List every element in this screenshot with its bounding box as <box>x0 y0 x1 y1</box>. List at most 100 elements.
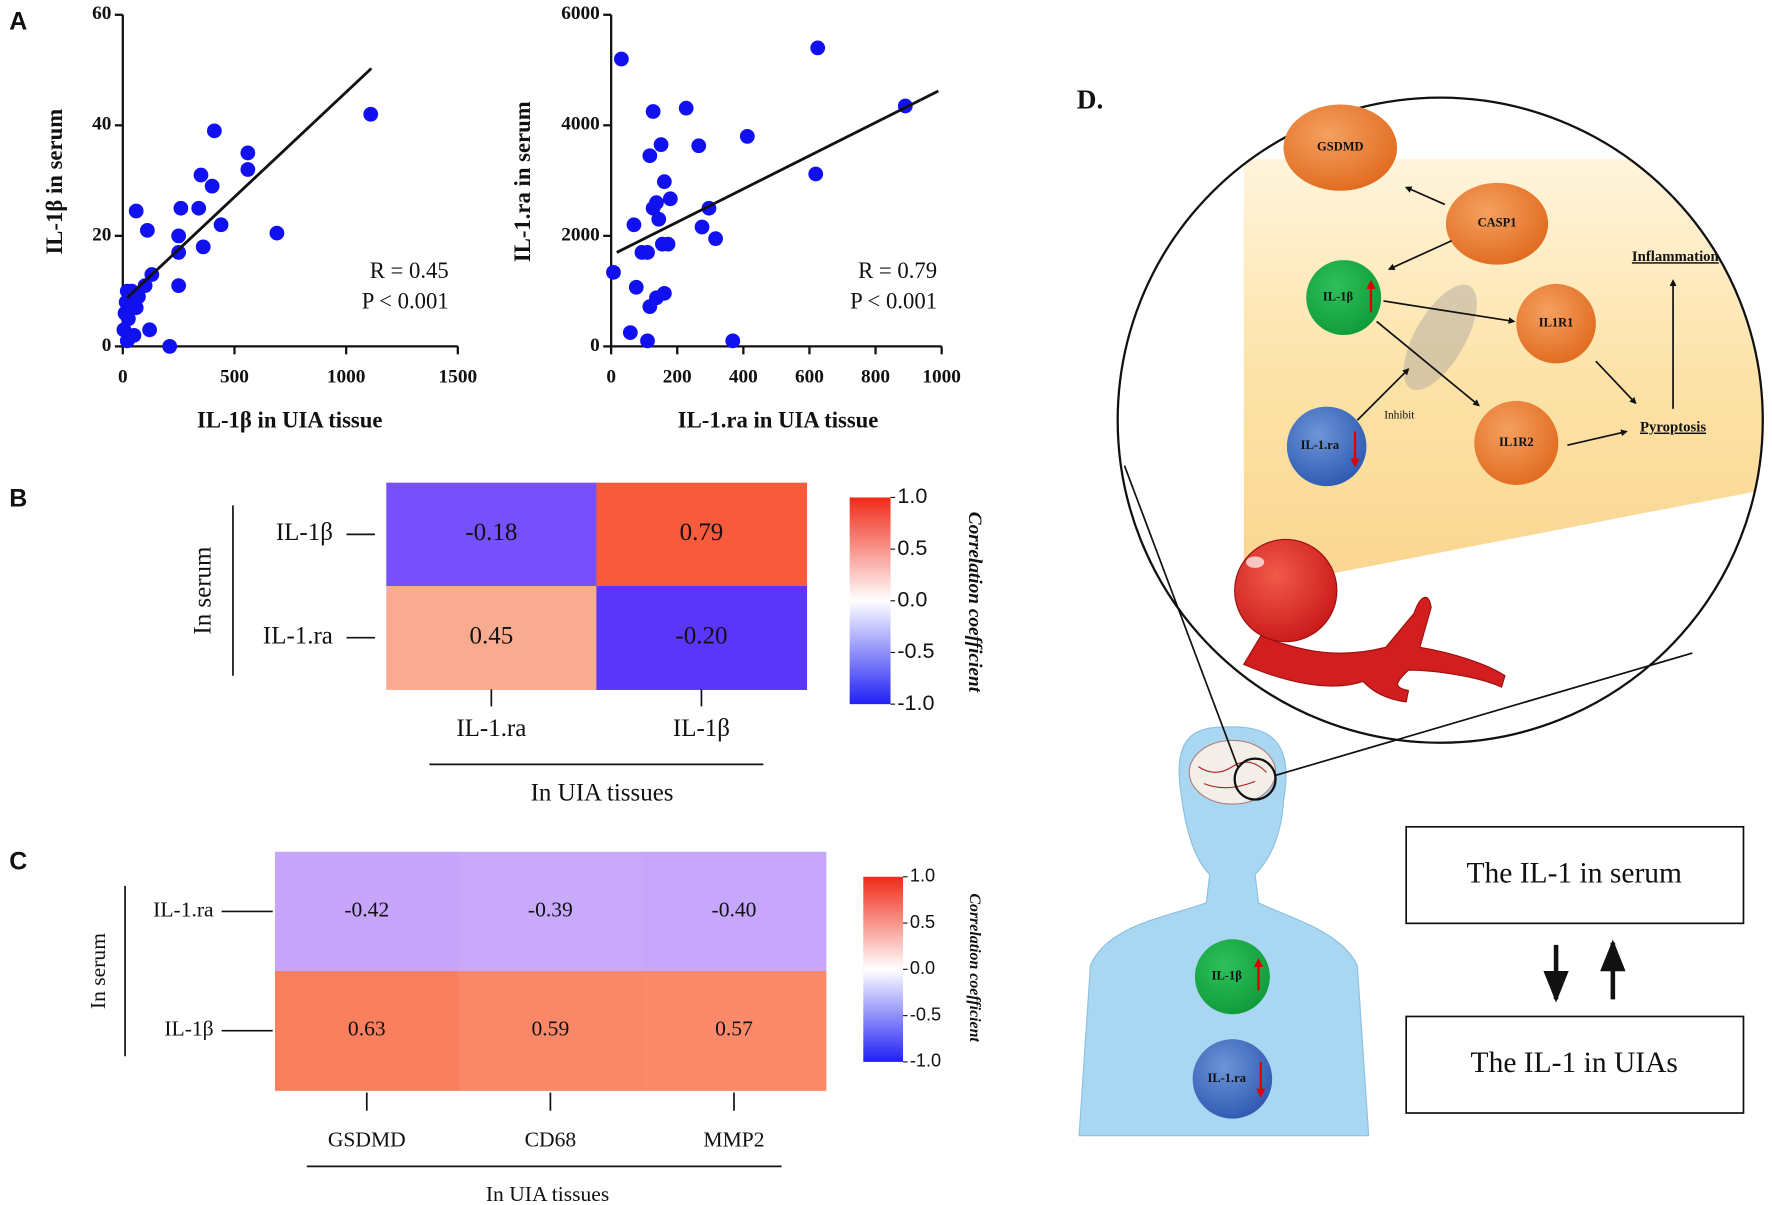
point <box>656 285 672 301</box>
node-label: IL1R1 <box>1539 316 1574 330</box>
box-label: The IL-1 in UIAs <box>1471 1047 1678 1079</box>
row-label: IL-1.ra <box>153 897 214 921</box>
point <box>656 174 672 190</box>
y-tick-label: 6000 <box>561 3 600 24</box>
node <box>1286 406 1367 487</box>
node-label: IL-1β <box>1323 289 1354 303</box>
zoom-line <box>1123 465 1239 769</box>
panel-label: A <box>9 7 27 35</box>
point <box>606 264 621 280</box>
point <box>240 162 256 177</box>
cell-label: -0.40 <box>712 897 757 921</box>
point <box>173 200 189 216</box>
col-label: IL-1β <box>673 715 730 742</box>
fit-line <box>616 89 939 254</box>
cell-label: 0.63 <box>348 1017 386 1041</box>
y-tick-label: 4000 <box>561 114 600 135</box>
colorbar-tick-label: 0.0 <box>897 586 927 611</box>
row-label: IL-1.ra <box>263 622 333 649</box>
row-label: IL-1β <box>164 1017 213 1041</box>
point <box>128 203 144 219</box>
cell <box>642 851 827 972</box>
x-tick-label: 400 <box>729 367 758 388</box>
x-axis-title: IL-1β in UIA tissue <box>197 408 382 433</box>
cell-label: 0.45 <box>469 622 513 649</box>
x-tick-label: 0 <box>606 367 616 388</box>
outcome: Pyroptosis <box>1640 420 1706 436</box>
diagram-panel: D. GSDMD CASP1 IL-1β IL1R1 IL-1.ra IL1R2… <box>1077 84 1764 1137</box>
cell <box>386 586 597 690</box>
y-tick-label: 2000 <box>561 224 600 245</box>
cell-label: 0.59 <box>532 1017 570 1041</box>
annotation: R = 0.45 <box>370 258 449 283</box>
point <box>137 278 153 293</box>
y-tick-label: 20 <box>92 224 111 245</box>
col-label: IL-1.ra <box>456 715 526 742</box>
vessel <box>1242 596 1506 703</box>
zoom-line <box>1274 652 1693 777</box>
box <box>1405 825 1745 925</box>
point <box>691 138 707 154</box>
brain-vessels <box>1198 761 1267 789</box>
col-label: GSDMD <box>328 1127 406 1151</box>
x-tick-label: 0 <box>118 367 128 388</box>
point <box>651 211 667 227</box>
node <box>1283 104 1398 191</box>
cell <box>458 851 643 972</box>
point <box>269 225 285 241</box>
point <box>678 100 694 116</box>
colorbar-tick-label: -0.5 <box>897 638 934 663</box>
colorbar <box>863 876 904 1062</box>
colorbar-tick-label: 0.5 <box>910 912 935 932</box>
y-axis-title: In serum <box>189 546 216 635</box>
x-tick-label: 200 <box>663 367 692 388</box>
body-node <box>1194 939 1270 1015</box>
point <box>213 217 229 233</box>
x-axis-title: In UIA tissues <box>531 780 674 807</box>
point <box>120 311 136 327</box>
annotation: R = 0.79 <box>858 258 937 283</box>
y-tick-label: 0 <box>590 335 600 356</box>
colorbar-tick-label: 0.5 <box>897 535 927 560</box>
col-label: CD68 <box>525 1127 577 1151</box>
point <box>240 145 256 161</box>
point <box>640 245 655 260</box>
cell <box>386 482 597 587</box>
receptor-block <box>1403 284 1477 390</box>
point <box>162 339 178 354</box>
point <box>653 137 669 153</box>
node <box>1474 400 1559 485</box>
y-axis-title: IL-1.ra in serum <box>510 101 535 262</box>
point <box>191 200 207 216</box>
background <box>1243 159 1763 591</box>
aneurysm <box>1234 538 1338 643</box>
highlight <box>1246 556 1265 568</box>
point <box>725 333 741 349</box>
cell <box>642 971 827 1091</box>
zoom-view <box>1116 96 1764 744</box>
point <box>660 236 676 252</box>
node-label: IL-1.ra <box>1207 1071 1246 1085</box>
point <box>206 123 222 139</box>
point <box>131 289 146 305</box>
colorbar-title: Correlation coefficient <box>966 893 983 1042</box>
point <box>171 278 187 293</box>
point <box>810 40 826 56</box>
node-label: IL-1β <box>1212 969 1243 983</box>
point <box>808 166 824 182</box>
point <box>642 148 658 164</box>
cell <box>596 586 808 690</box>
y-axis-title: In serum <box>86 933 110 1009</box>
point <box>626 217 642 233</box>
x-tick-label: 1000 <box>922 367 961 388</box>
x-tick-label: 500 <box>220 367 249 388</box>
annotation: P < 0.001 <box>850 288 937 313</box>
point <box>628 279 644 295</box>
x-tick-label: 1500 <box>439 367 478 388</box>
y-tick-label: 0 <box>102 335 112 356</box>
y-tick-label: 40 <box>92 114 111 135</box>
arrow <box>1404 186 1446 206</box>
body-node <box>1192 1039 1273 1119</box>
point <box>171 245 187 260</box>
